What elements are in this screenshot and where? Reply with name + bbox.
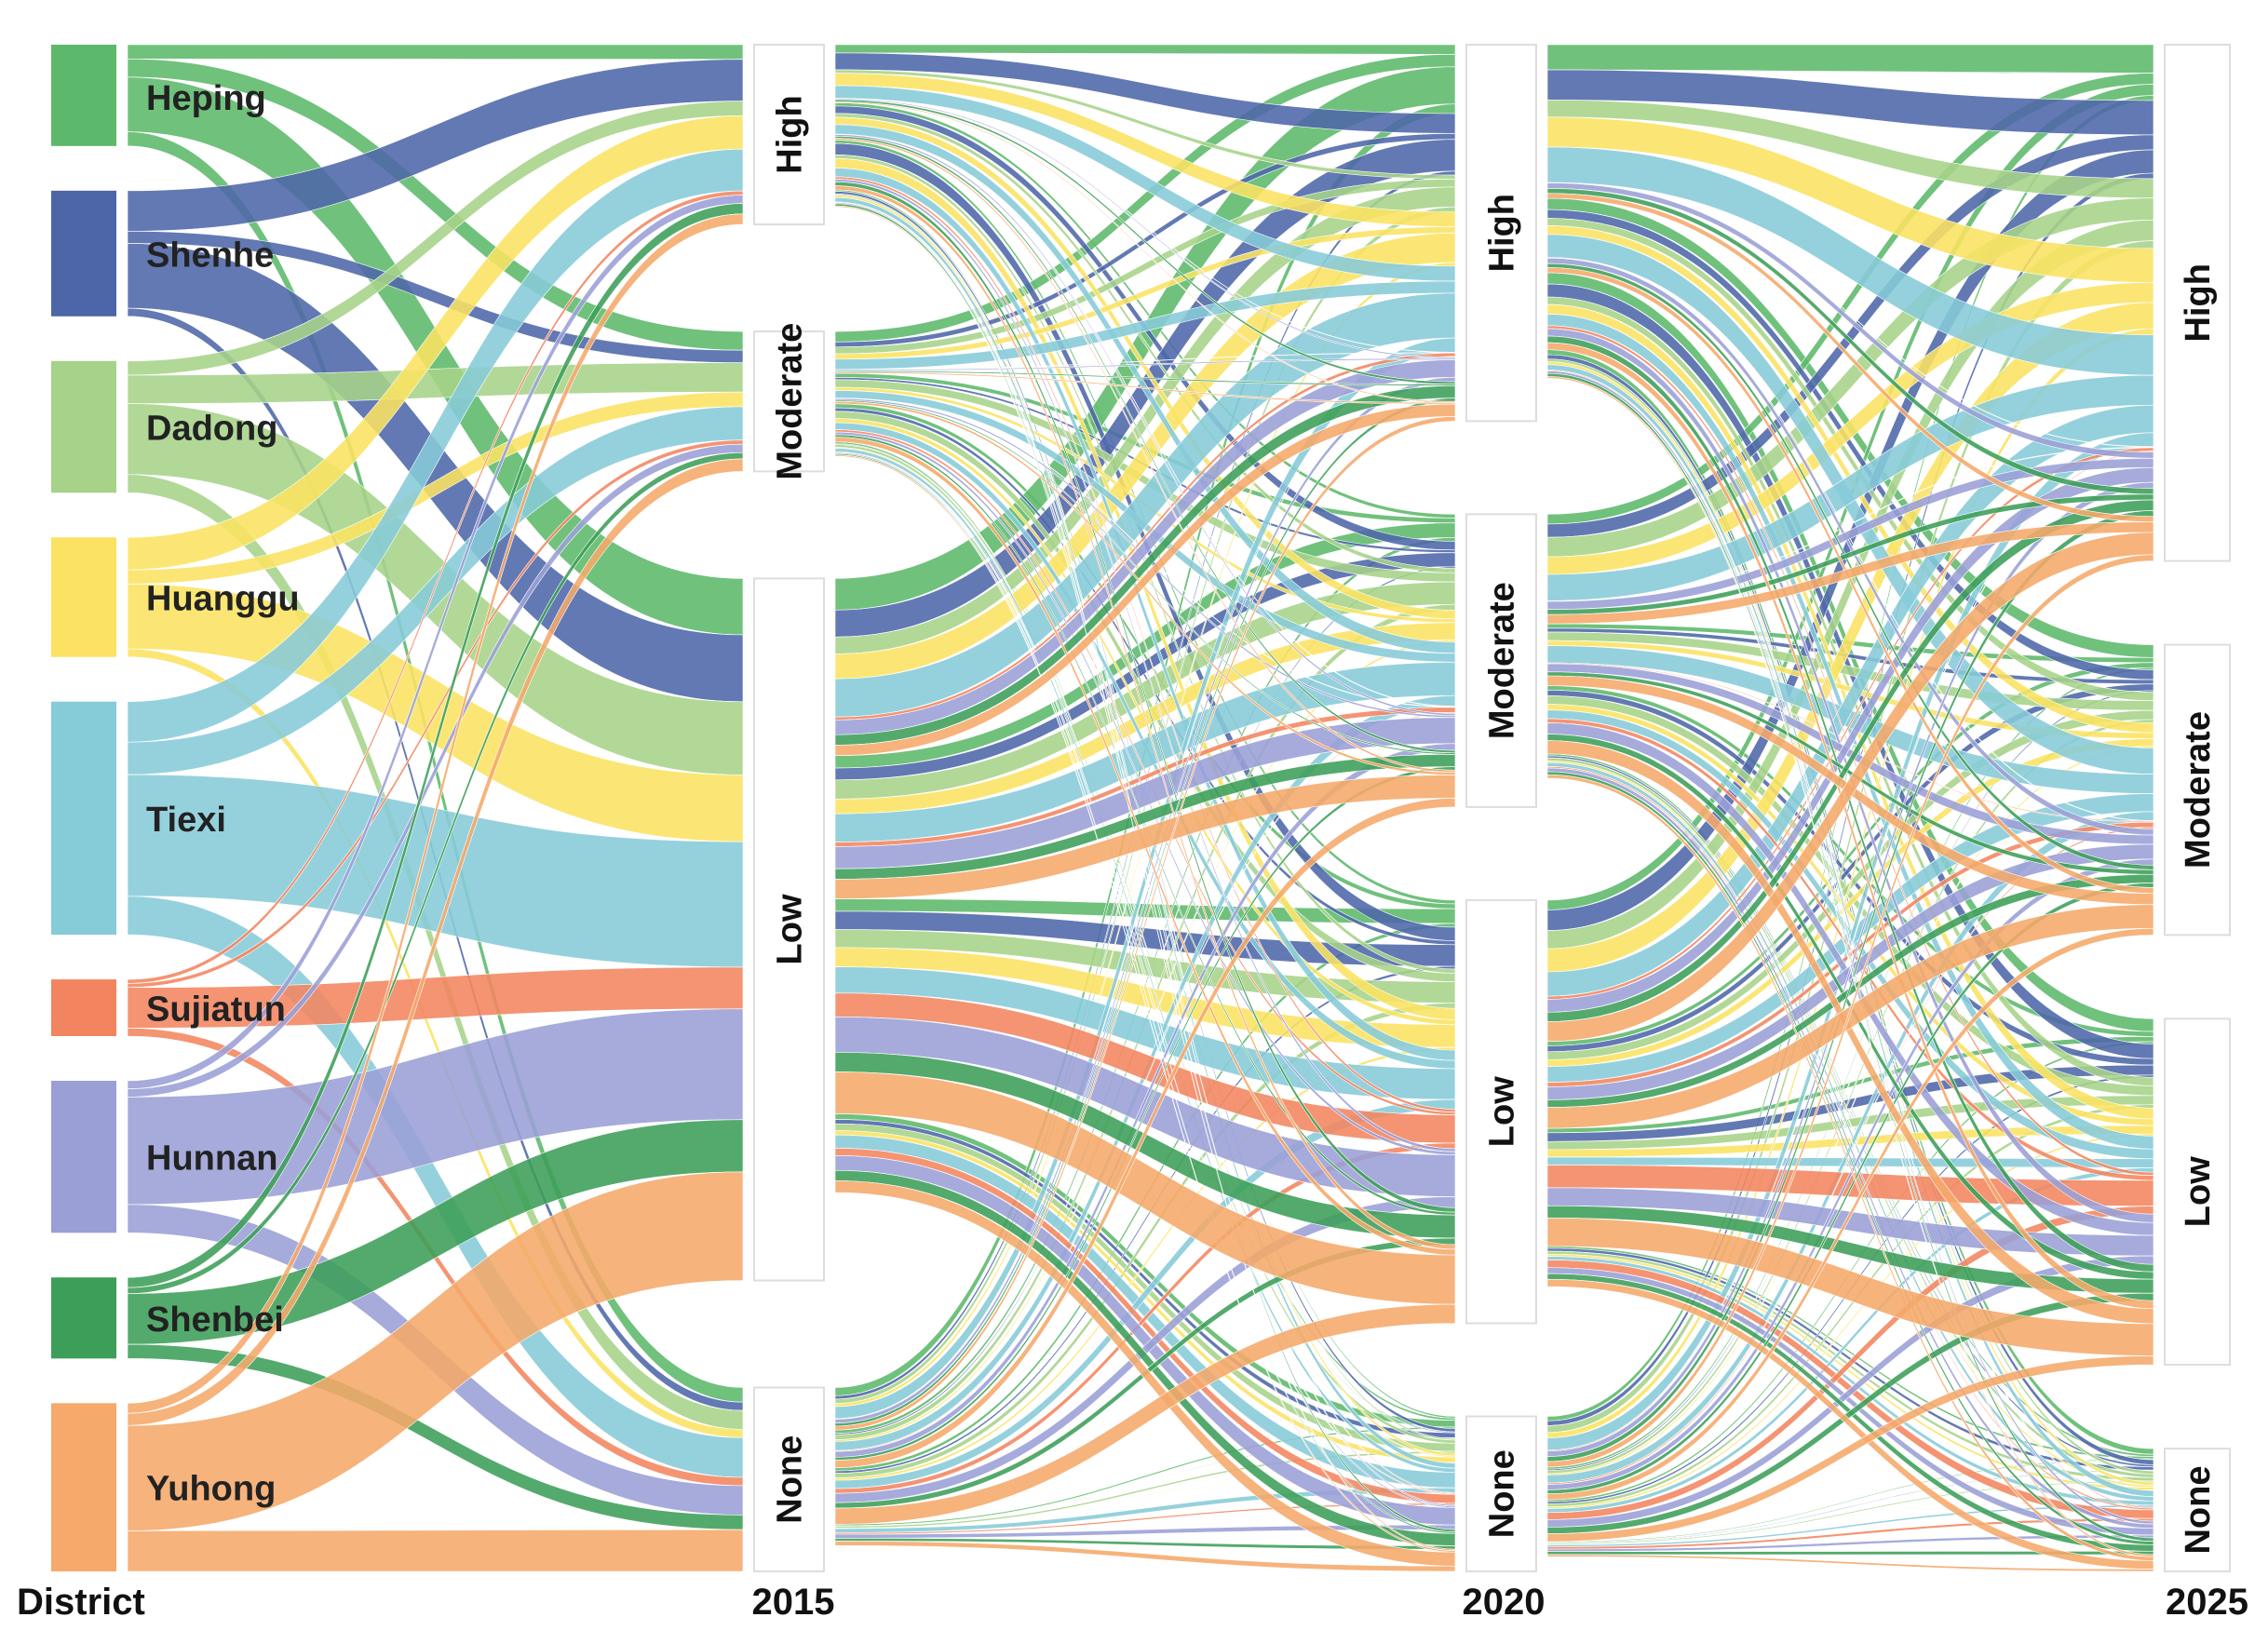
level-label-low-1: Low [771, 894, 810, 964]
axis-label-2015: 2015 [752, 1582, 835, 1623]
flow-yuhong-yuhong-to-none-0 [127, 1529, 744, 1572]
level-node-moderate-2 [1465, 513, 1537, 808]
level-node-none-3 [2164, 1448, 2231, 1573]
level-label-low-2: Low [1483, 1076, 1522, 1147]
district-node-hunnan [51, 1080, 116, 1233]
axis-label-district: District [17, 1582, 145, 1623]
flow-heping-high-to-high-1 [834, 44, 1456, 55]
flow-yuhong-none-to-none-2 [1546, 1554, 2154, 1572]
axis-label-2025: 2025 [2166, 1582, 2248, 1623]
level-label-none-2: None [1483, 1449, 1522, 1538]
flow-layer [127, 44, 2154, 1572]
axis-label-2020: 2020 [1463, 1582, 1546, 1623]
flow-yuhong-none-to-moderate-2 [1546, 927, 2154, 1501]
level-label-none-1: None [771, 1435, 810, 1524]
level-label-none-3: None [2179, 1466, 2218, 1555]
level-node-low-3 [2164, 1017, 2231, 1367]
district-node-tiexi [51, 701, 116, 936]
district-node-dadong [51, 360, 116, 493]
level-label-high-2: High [1483, 194, 1522, 272]
flow-yuhong-yuhong-to-moderate-0 [127, 458, 744, 1426]
flow-dadong-dadong-to-moderate-0 [127, 362, 744, 404]
district-label-hunnan: Hunnan [146, 1139, 277, 1179]
level-node-none-1 [753, 1386, 825, 1573]
district-label-sujiatun: Sujiatun [146, 990, 286, 1030]
level-node-none-2 [1465, 1415, 1537, 1572]
level-node-moderate-3 [2164, 643, 2231, 937]
level-node-high-1 [753, 44, 825, 226]
district-node-heping [51, 45, 116, 146]
flow-yuhong-none-to-none-1 [834, 1541, 1456, 1572]
flow-yuhong-yuhong-to-low-0 [127, 1171, 744, 1531]
level-node-low-2 [1465, 898, 1537, 1325]
level-label-moderate-2: Moderate [1483, 582, 1522, 739]
district-label-dadong: Dadong [146, 410, 277, 449]
flow-heping-heping-to-high-0 [127, 44, 744, 61]
district-node-sujiatun [51, 979, 116, 1036]
flow-huanggu-low-to-low-2 [1546, 1125, 2154, 1158]
flow-yuhong-yuhong-to-high-0 [127, 213, 744, 1414]
level-label-moderate-3: Moderate [2179, 711, 2218, 869]
flow-yuhong-none-to-high-1 [834, 415, 1456, 1431]
flow-heping-high-to-high-2 [1546, 44, 2154, 74]
level-node-high-3 [2164, 44, 2231, 562]
district-label-shenbei: Shenbei [146, 1300, 284, 1340]
axis-label-layer: District 2015 2020 2025 [17, 1582, 2248, 1623]
level-node-low-1 [753, 577, 825, 1282]
district-label-heping: Heping [146, 79, 266, 118]
flow-yuhong-none-to-low-1 [834, 1303, 1456, 1525]
level-label-high-3: High [2179, 263, 2218, 342]
flow-yuhong-none-to-moderate-1 [834, 798, 1456, 1468]
level-label-high-1: High [771, 95, 810, 173]
district-node-yuhong [51, 1403, 116, 1571]
flow-yuhong-none-to-high-2 [1546, 554, 2154, 1468]
district-node-shenbei [51, 1277, 116, 1359]
district-label-shenhe: Shenhe [146, 236, 274, 275]
district-label-tiexi: Tiexi [146, 801, 226, 840]
level-node-moderate-1 [753, 330, 825, 473]
level-node-high-2 [1465, 44, 1537, 423]
district-label-huanggu: Huanggu [146, 580, 300, 619]
flow-yuhong-none-to-low-2 [1546, 1355, 2154, 1543]
district-label-yuhong: Yuhong [146, 1470, 276, 1509]
district-node-shenhe [51, 190, 116, 317]
level-label-low-3: Low [2179, 1156, 2218, 1227]
level-label-moderate-1: Moderate [771, 323, 810, 480]
district-node-huanggu [51, 537, 116, 657]
node-layer: Heping Shenhe Dadong Huanggu Tiexi Sujiatun Hu… [51, 44, 2231, 1573]
